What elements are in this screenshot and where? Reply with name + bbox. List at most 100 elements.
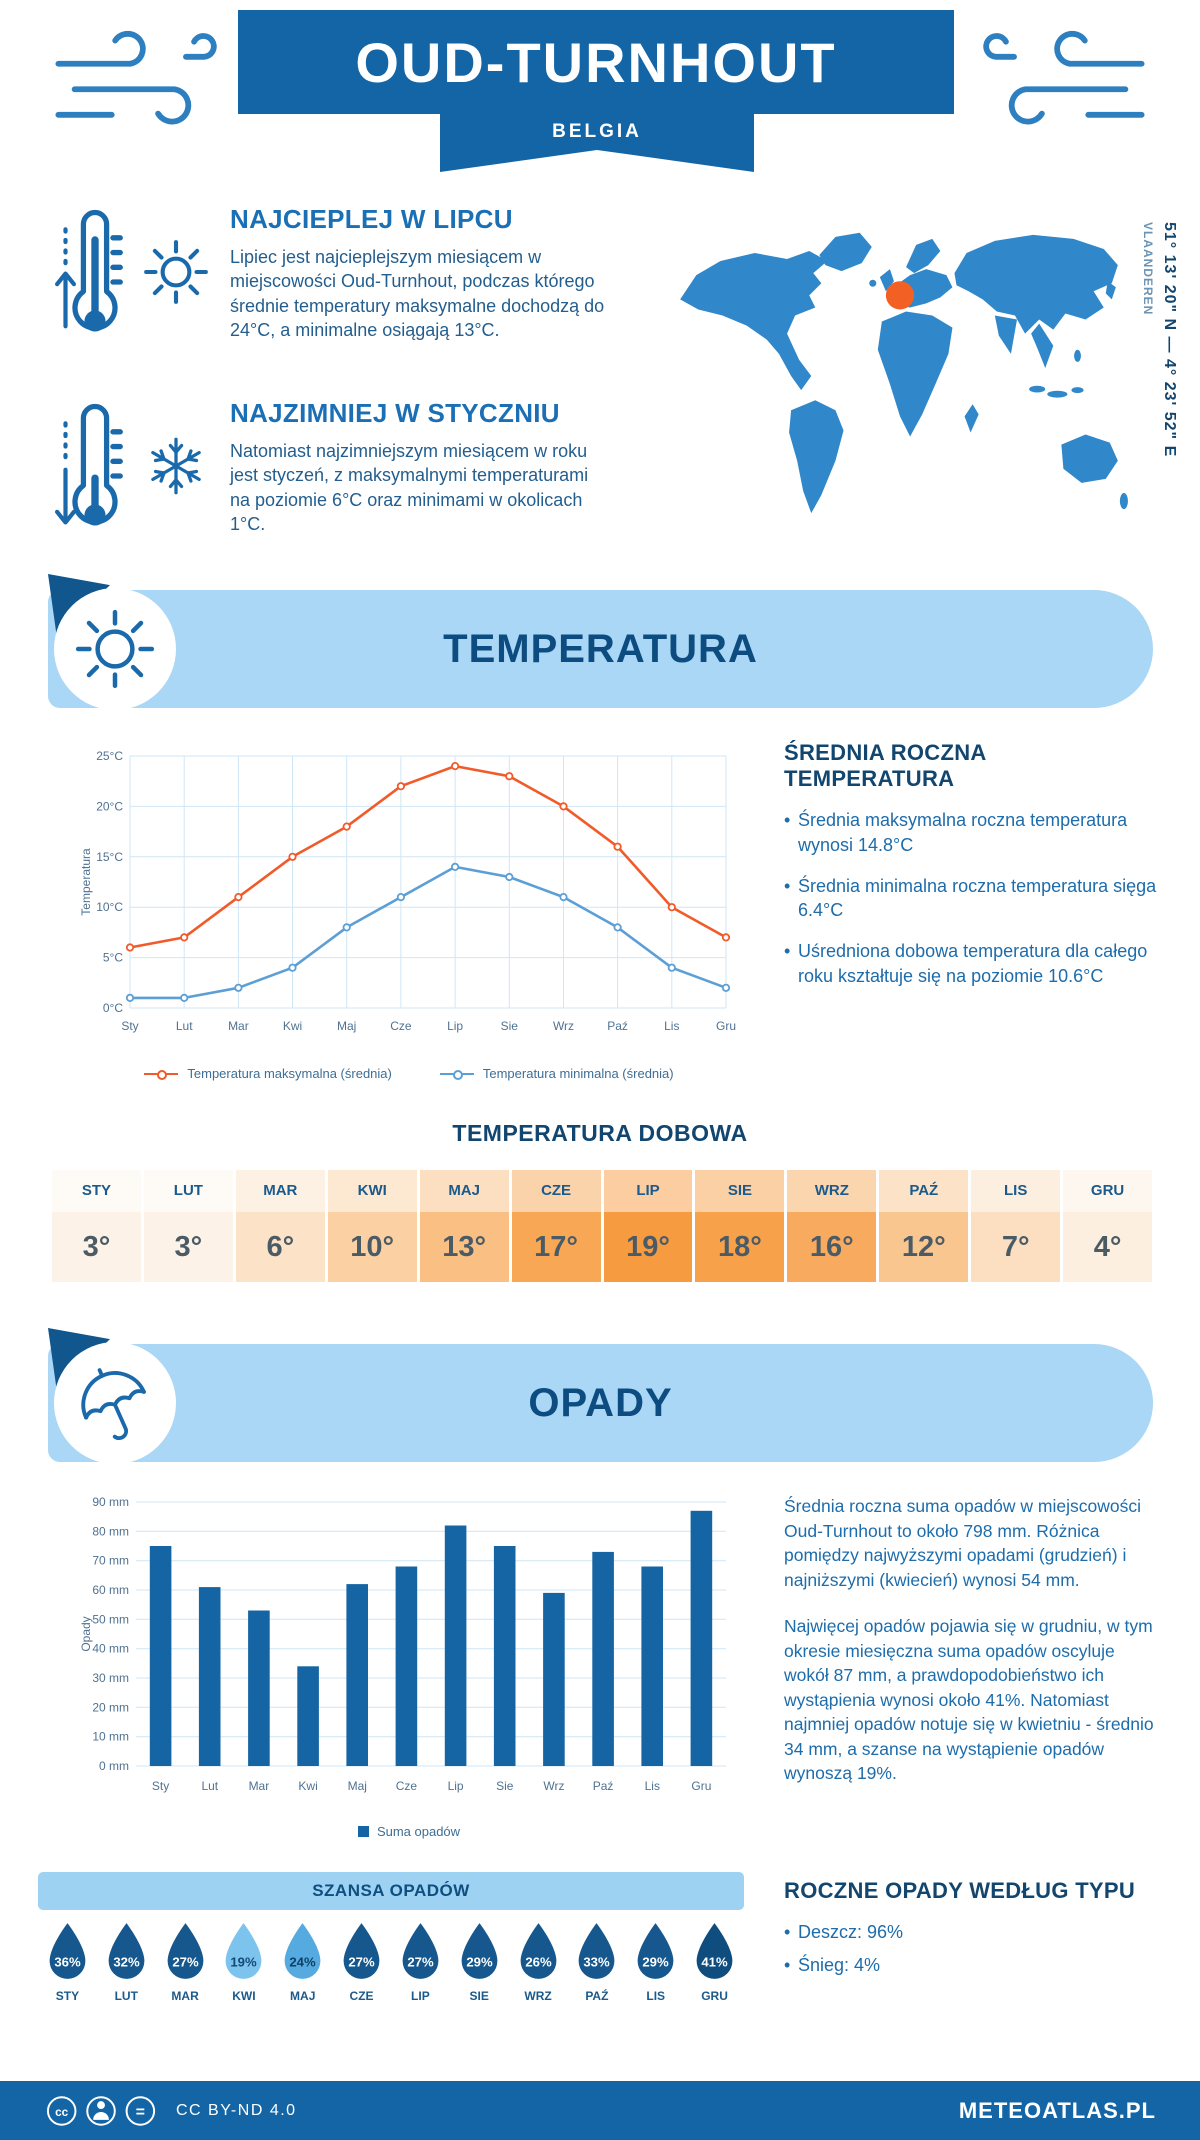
brand-label: METEOATLAS.PL [958,2097,1156,2123]
coordinates-block: VLAANDEREN 51° 13' 20" N — 4° 23' 52" E [1141,222,1178,562]
coldest-text: Natomiast najzimniejszym miesiącem w rok… [230,441,589,535]
daily-temperature-heading: TEMPERATURA DOBOWA [452,1120,748,1146]
annual-temperature-panel: ŚREDNIA ROCZNA TEMPERATURA Średnia maksy… [784,740,1159,1005]
coldest-heading: NAJZIMNIEJ W STYCZNIU [230,398,560,428]
legend-item-precip: Suma opadów [357,1824,460,1839]
svg-text:=: = [136,2103,145,2120]
svg-text:10 mm: 10 mm [92,1730,129,1744]
svg-text:29%: 29% [466,1954,493,1969]
cc-by-nd-icons: cc = [46,2095,156,2126]
svg-text:Opady: Opady [80,1616,93,1651]
daily-temp-cell: PAŹ 12° [879,1170,969,1282]
rain-chance-row: 36% STY 32% LUT 27% MAR 19% KWI 24% MAJ 27% CZE 27% L… [38,1920,744,2003]
droplet-icon: 33% [578,1923,615,1979]
svg-text:32%: 32% [113,1954,140,1969]
greenland-shape [819,232,872,272]
svg-text:26%: 26% [525,1954,552,1969]
location-marker [885,281,915,310]
rain-chance-item: 27% CZE [332,1920,391,2003]
rain-chance-heading: SZANSA OPADÓW [38,1872,744,1910]
rain-chance-item: 41% GRU [685,1920,744,2003]
svg-text:Sty: Sty [121,1019,138,1033]
svg-text:70 mm: 70 mm [92,1554,129,1568]
svg-text:Sie: Sie [496,1779,514,1793]
svg-text:90 mm: 90 mm [92,1495,129,1509]
annual-bullet: Uśredniona dobowa temperatura dla całego… [784,939,1159,989]
license-block: cc = CC BY-ND 4.0 [44,2093,297,2129]
daily-temp-table: STY 3° LUT 3° MAR 6° KWI 10° MAJ 13° CZE 17° LIP 19° S… [52,1170,1153,1282]
legend-min-label: Temperatura minimalna (średnia) [482,1066,674,1081]
legend-item-max: Temperatura maksymalna (średnia) [144,1066,392,1081]
country-tab: BELGIA [440,114,754,172]
sun-banner-icon [54,588,176,710]
precipitation-text-panel: Średnia roczna suma opadów w miejscowośc… [784,1494,1159,1808]
svg-text:27%: 27% [407,1954,434,1969]
svg-text:0°C: 0°C [103,1001,123,1015]
droplet-icon: 41% [696,1923,733,1979]
thermometer-up-icon [54,209,123,332]
temperature-chart: 0°C 5°C 10°C 15°C 20°C 25°C Sty Lut Mar Kwi Maj Cze… [80,742,738,1042]
sun-icon [140,236,214,313]
thermometer-down-icon [54,403,123,526]
max-line-marker [144,1069,179,1080]
coldest-month-block: NAJZIMNIEJ W STYCZNIU Natomiast najzimni… [52,396,608,554]
svg-text:40 mm: 40 mm [92,1642,129,1656]
droplet-icon: 24% [284,1923,321,1979]
svg-text:19%: 19% [231,1954,258,1969]
precipitation-banner: OPADY [48,1328,1153,1464]
svg-text:29%: 29% [643,1954,670,1969]
license-label: CC BY-ND 4.0 [176,2101,297,2119]
world-map [680,232,1128,514]
daily-temp-cell: KWI 10° [327,1170,417,1282]
svg-text:50 mm: 50 mm [92,1612,129,1626]
droplet-icon: 26% [520,1923,556,1979]
svg-text:20 mm: 20 mm [92,1700,129,1714]
warmest-month-block: NAJCIEPLEJ W LIPCU Lipiec jest najcieple… [52,202,608,360]
page-title: OUD-TURNHOUT [355,30,837,94]
svg-text:Cze: Cze [396,1779,418,1793]
temperature-banner: TEMPERATURA [48,574,1153,710]
country-label: BELGIA [552,121,642,142]
svg-text:Cze: Cze [390,1019,412,1033]
svg-text:36%: 36% [54,1954,81,1969]
droplet-icon: 36% [49,1923,86,1979]
rain-chance-item: 36% STY [38,1920,97,2003]
svg-text:60 mm: 60 mm [92,1583,129,1597]
svg-text:80 mm: 80 mm [92,1524,129,1538]
svg-text:15°C: 15°C [96,850,123,864]
rain-chance-item: 33% PAŹ [567,1920,626,2003]
svg-text:Kwi: Kwi [298,1779,317,1793]
droplet-icon: 27% [402,1923,439,1979]
droplet-icon: 29% [637,1923,674,1979]
precipitation-legend: Suma opadów [80,1824,738,1839]
rain-chance-item: 29% SIE [450,1920,509,2003]
svg-text:33%: 33% [584,1954,611,1969]
svg-text:30 mm: 30 mm [92,1671,129,1685]
precip-type-bullet: Deszcz: 96% [784,1920,1159,1945]
rain-chance-item: 19% KWI [214,1920,273,2003]
warmest-heading: NAJCIEPLEJ W LIPCU [230,204,513,234]
annual-bullet: Średnia minimalna roczna temperatura się… [784,874,1159,924]
droplet-icon: 27% [343,1923,380,1979]
svg-text:27%: 27% [348,1954,375,1969]
legend-max-label: Temperatura maksymalna (średnia) [187,1066,392,1081]
svg-text:Mar: Mar [249,1779,270,1793]
rain-chance-item: 27% LIP [391,1920,450,2003]
daily-temp-cell: CZE 17° [511,1170,601,1282]
precipitation-types-panel: ROCZNE OPADY WEDŁUG TYPU Deszcz: 96% Śni… [784,1878,1159,1986]
precipitation-paragraph: Najwięcej opadów pojawia się w grudniu, … [784,1616,1154,1783]
precip-type-bullet: Śnieg: 4% [784,1953,1159,1978]
precipitation-chart: 0 mm 10 mm 20 mm 30 mm 40 mm 50 mm 60 mm 70 mm 8… [80,1490,738,1808]
svg-text:41%: 41% [701,1954,728,1969]
footer: cc = CC BY-ND 4.0 METEOATLAS.PL [0,2081,1200,2140]
min-line-marker [439,1069,474,1080]
annual-bullet: Średnia maksymalna roczna temperatura wy… [784,808,1159,858]
daily-temp-cell: MAJ 13° [419,1170,509,1282]
svg-text:Maj: Maj [337,1019,356,1033]
svg-text:Lip: Lip [447,1019,463,1033]
temperature-title: TEMPERATURA [443,626,758,671]
svg-text:0 mm: 0 mm [99,1759,129,1773]
precipitation-paragraph: Średnia roczna suma opadów w miejscowośc… [784,1496,1141,1590]
daily-temp-cell: LIS 7° [971,1170,1061,1282]
svg-text:Mar: Mar [228,1019,249,1033]
